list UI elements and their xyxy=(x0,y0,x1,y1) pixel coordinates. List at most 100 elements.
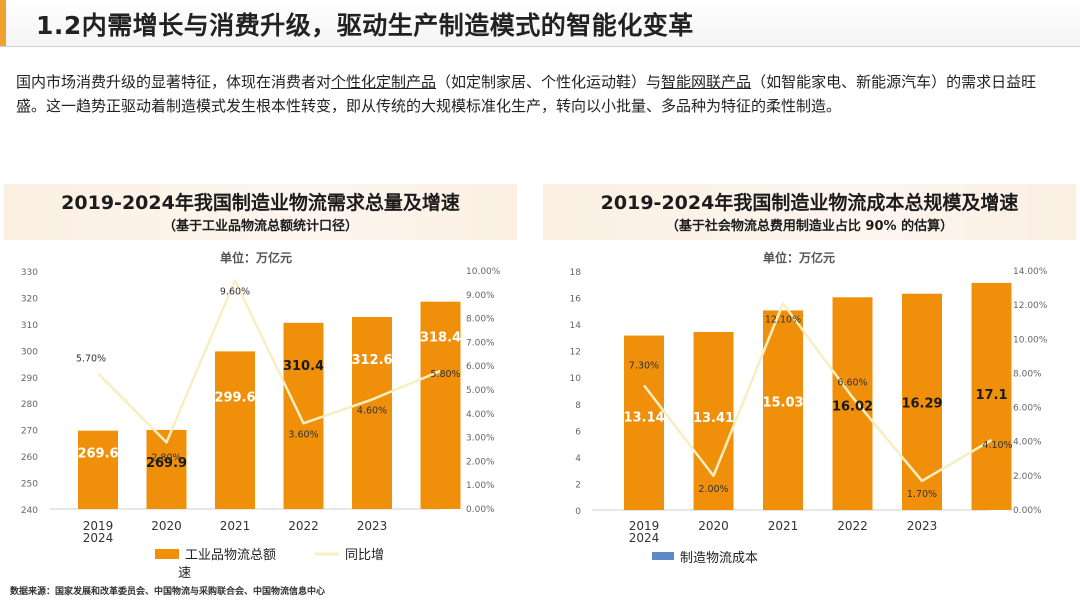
page-title: 1.2内需增长与消费升级，驱动生产制造模式的智能化变革 xyxy=(36,11,694,40)
y2-tick-label: 8.00% xyxy=(1013,369,1042,379)
y2-tick-label: 2.00% xyxy=(1013,472,1042,482)
chart2-subtitle: （基于社会物流总费用制造业占比 90% 的估算） xyxy=(665,219,954,234)
legend-label-wrap: 速 xyxy=(178,566,191,581)
y2-tick-label: 14.00% xyxy=(1013,267,1048,277)
bar xyxy=(215,351,255,509)
x-tick-label: 2022 xyxy=(837,519,868,533)
growth-line xyxy=(643,302,993,483)
growth-value-label: 5.80% xyxy=(430,369,460,380)
y2-tick-label: 6.00% xyxy=(466,362,495,372)
y-tick-label: 0 xyxy=(575,507,581,517)
y-tick-label: 14 xyxy=(570,321,582,331)
x-tick-label: 2021 xyxy=(768,519,799,533)
x-tick-label: 2024 xyxy=(629,531,660,545)
y2-tick-label: 2.00% xyxy=(466,457,495,467)
bar-value-label: 299.6 xyxy=(214,390,255,405)
y-tick-label: 240 xyxy=(21,506,38,516)
growth-value-label: 4.60% xyxy=(357,406,387,417)
growth-value-label: 2.00% xyxy=(698,484,728,495)
legend-label: 工业品物流总额 xyxy=(185,548,276,563)
chart1-unit: 单位：万亿元 xyxy=(220,251,293,265)
bar-value-label: 269.9 xyxy=(146,456,187,471)
bar-value-label: 13.14 xyxy=(623,411,664,426)
bar-value-label: 318.4 xyxy=(420,331,461,346)
growth-value-label: 2.80% xyxy=(151,452,181,463)
x-tick-label: 2019 xyxy=(629,519,660,533)
bar xyxy=(763,310,803,510)
chart1-subtitle: （基于工业品物流总额统计口径） xyxy=(162,219,358,234)
bar xyxy=(352,317,392,509)
chart2-header: 2019-2024年我国制造业物流成本总规模及增速 （基于社会物流总费用制造业占… xyxy=(543,184,1076,240)
y-tick-label: 270 xyxy=(21,427,38,437)
title-accent-bar xyxy=(0,0,6,46)
bar-value-label: 17.1 xyxy=(975,388,1007,403)
growth-value-label: 4.10% xyxy=(982,440,1012,451)
chart1-header: 2019-2024年我国制造业物流需求总量及增速 （基于工业品物流总额统计口径） xyxy=(4,184,517,240)
x-tick-label: 2020 xyxy=(151,519,182,533)
y-tick-label: 320 xyxy=(21,294,38,304)
y-tick-label: 300 xyxy=(21,347,38,357)
bar-value-label: 16.02 xyxy=(832,399,873,414)
y-tick-label: 290 xyxy=(21,374,38,384)
legend-label: 制造物流成本 xyxy=(680,551,758,566)
growth-value-label: 6.60% xyxy=(837,377,867,388)
y2-tick-label: 10.00% xyxy=(1013,335,1048,345)
y-tick-label: 10 xyxy=(570,374,582,384)
x-tick-label: 2020 xyxy=(698,519,729,533)
y-tick-label: 18 xyxy=(570,268,582,278)
growth-value-label: 3.60% xyxy=(288,429,318,440)
y2-tick-label: 8.00% xyxy=(466,315,495,325)
y-tick-label: 2 xyxy=(575,480,581,490)
legend-swatch-bar xyxy=(155,549,179,559)
y2-tick-label: 7.00% xyxy=(466,338,495,348)
growth-value-label: 5.70% xyxy=(76,353,106,364)
intro-paragraph: 国内市场消费升级的显著特征，体现在消费者对个性化定制产品（如定制家居、个性化运动… xyxy=(16,70,1066,118)
y2-tick-label: 1.00% xyxy=(466,481,495,491)
intro-text-a: 国内市场消费升级的显著特征，体现在消费者对 xyxy=(16,73,332,91)
bar xyxy=(832,297,873,510)
title-bar: 1.2内需增长与消费升级，驱动生产制造模式的智能化变革 xyxy=(0,0,1080,47)
bar-value-label: 16.29 xyxy=(901,397,942,412)
chart1-title: 2019-2024年我国制造业物流需求总量及增速 xyxy=(61,192,460,214)
bar xyxy=(283,322,324,509)
y2-tick-label: 0.00% xyxy=(466,505,495,515)
legend-label: 同比增 xyxy=(345,548,384,563)
y2-tick-label: 5.00% xyxy=(466,386,495,396)
intro-underline-custom-products: 个性化定制产品 xyxy=(331,73,437,91)
x-tick-label: 2023 xyxy=(907,519,938,533)
bar-value-label: 269.6 xyxy=(77,447,118,462)
chart2-unit: 单位：万亿元 xyxy=(763,251,836,265)
x-tick-label: 2022 xyxy=(288,519,319,533)
intro-text-b: （如定制家居、个性化运动鞋）与 xyxy=(436,73,662,91)
bar-value-label: 13.41 xyxy=(693,411,734,426)
y-tick-label: 330 xyxy=(21,268,38,278)
intro-text-c: （如智能家电、新能源汽车）的需求日益旺盛。这一趋势正驱动着制造模式发生根本性转变… xyxy=(16,73,1037,115)
intro-underline-connected-products: 智能网联产品 xyxy=(661,73,752,91)
growth-value-label: 9.60% xyxy=(220,287,250,298)
x-tick-label: 2021 xyxy=(220,519,251,533)
growth-line xyxy=(97,279,441,444)
bar xyxy=(624,335,664,510)
bar xyxy=(971,282,1012,510)
chart2-title: 2019-2024年我国制造业物流成本总规模及增速 xyxy=(600,192,1019,214)
y2-tick-label: 12.00% xyxy=(1013,301,1048,311)
bar-value-label: 312.6 xyxy=(351,353,392,368)
y2-tick-label: 6.00% xyxy=(1013,404,1042,414)
y-tick-label: 6 xyxy=(575,427,581,437)
y-tick-label: 12 xyxy=(570,348,581,358)
y-tick-label: 260 xyxy=(21,453,38,463)
y2-tick-label: 4.00% xyxy=(466,410,495,420)
y-tick-label: 310 xyxy=(21,321,38,331)
growth-value-label: 1.70% xyxy=(907,489,937,500)
growth-value-label: 7.30% xyxy=(629,360,659,371)
y2-tick-label: 9.00% xyxy=(466,291,495,301)
bar-value-label: 310.4 xyxy=(283,359,324,374)
data-source: 数据来源：国家发展和改革委员会、中国物流与采购联合会、中国物流信息中心 xyxy=(10,587,326,597)
y2-tick-label: 4.00% xyxy=(1013,438,1042,448)
y-tick-label: 16 xyxy=(570,295,582,305)
bar xyxy=(78,430,118,509)
x-tick-label: 2023 xyxy=(357,519,388,533)
legend-swatch-blue xyxy=(652,552,674,560)
